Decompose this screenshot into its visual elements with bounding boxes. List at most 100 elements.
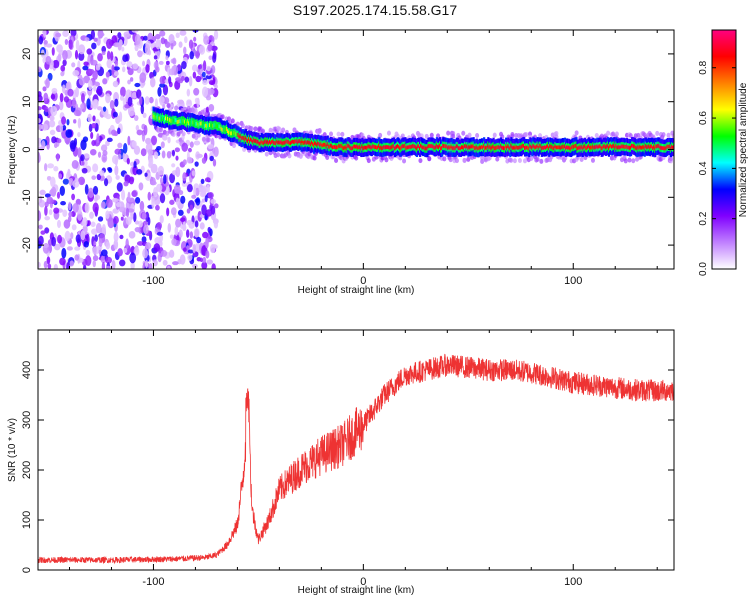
spectrogram-halo xyxy=(451,133,456,139)
spectrogram-halo xyxy=(261,128,266,134)
spectrogram-speckle xyxy=(165,55,169,61)
spectrogram-speckle xyxy=(175,155,179,161)
spectrogram-speckle xyxy=(81,161,85,166)
spectrogram-speckle xyxy=(169,173,176,184)
spectrogram-speckle xyxy=(186,156,193,164)
spectrogram-speckle xyxy=(89,211,94,219)
spectrogram-speckle xyxy=(191,64,198,72)
spectrogram-speckle xyxy=(177,209,184,216)
spectrogram-halo xyxy=(230,118,235,124)
spectrogram-speckle xyxy=(117,127,121,135)
spectrogram-speckle xyxy=(79,103,84,110)
spectrogram-speckle xyxy=(178,229,183,238)
spectrogram-speckle xyxy=(126,157,130,165)
spectrogram-speckle xyxy=(61,116,67,125)
spectrogram-speckle xyxy=(117,32,122,39)
spectrogram-speckle xyxy=(163,97,170,104)
spectrogram-halo xyxy=(277,126,282,132)
spectrogram-speckle xyxy=(48,120,56,128)
spectrogram-speckle xyxy=(128,231,136,239)
spectrogram-speckle xyxy=(148,97,154,104)
spectrogram-speckle xyxy=(160,176,164,185)
spectrogram-speckle xyxy=(163,174,167,185)
spectrogram-speckle xyxy=(178,41,183,48)
spectrogram-speckle xyxy=(121,66,126,73)
spectrogram-speckle xyxy=(169,199,175,205)
spectrogram-speckle xyxy=(145,63,150,73)
spectrogram-speckle xyxy=(38,152,41,163)
spectrogram-speckle xyxy=(134,34,141,46)
spectrogram-speckle xyxy=(93,196,98,202)
spectrogram-speckle xyxy=(183,46,187,55)
spectrogram-speckle xyxy=(106,50,111,61)
spectrogram-speckle xyxy=(67,215,72,223)
spectrogram-speckle xyxy=(111,154,119,165)
spectrogram-speckle xyxy=(187,147,192,153)
spectrogram-speckle xyxy=(83,241,89,248)
spectrogram-speckle xyxy=(119,234,124,240)
spectrogram-speckle xyxy=(186,88,191,97)
spectrogram-speckle xyxy=(201,86,209,98)
spectrogram-speckle xyxy=(154,200,159,206)
spectrogram-halo xyxy=(227,116,232,122)
spectrogram-speckle xyxy=(102,149,108,157)
spectrogram-speckle xyxy=(204,177,211,183)
spectrogram-speckle xyxy=(136,241,144,246)
spectrogram-speckle xyxy=(45,43,53,48)
spectrogram-speckle xyxy=(92,202,99,214)
spectrogram-speckle xyxy=(47,163,55,169)
spectrogram-speckle xyxy=(72,70,80,77)
spectrogram-speckle xyxy=(91,42,97,50)
colorbar: 0.0 0.2 0.4 0.6 0.8 Normalized spectral ampl… xyxy=(698,29,749,276)
spectrogram-halo xyxy=(166,103,171,109)
spectrogram-speckle xyxy=(194,228,199,238)
spectrogram-speckle xyxy=(123,142,128,154)
snr-frame xyxy=(37,329,675,571)
spectrogram-speckle xyxy=(59,185,65,196)
spectrogram-speckle xyxy=(50,186,57,198)
spectrogram-speckle xyxy=(40,230,46,235)
spectrogram-speckle xyxy=(199,222,205,230)
spectrogram-speckle xyxy=(90,101,95,109)
spectrogram-speckle xyxy=(123,31,131,38)
spectrogram-speckle xyxy=(92,163,99,173)
spectrogram-speckle xyxy=(73,119,77,124)
spectrogram-speckle xyxy=(117,142,123,149)
spectrogram-ridge-core xyxy=(671,145,674,150)
colorbar-tick-label: 0.2 xyxy=(698,211,709,225)
spectrogram-speckle xyxy=(195,50,200,59)
spectrogram-halo xyxy=(191,108,196,114)
spectrogram-halo xyxy=(429,132,434,138)
spectrogram-speckle xyxy=(116,182,123,192)
spectrogram-speckle xyxy=(133,212,137,223)
colorbar-label: Normalized spectral amplitude xyxy=(738,82,749,217)
spectrogram-speckle xyxy=(78,44,86,55)
spectrogram-speckle xyxy=(69,140,77,150)
spectrogram-speckle xyxy=(167,223,172,233)
spectrogram-halo xyxy=(204,112,209,118)
spectrogram-speckle xyxy=(81,92,85,103)
spectrogram-speckle xyxy=(206,259,213,265)
spectrogram-speckle xyxy=(51,47,55,56)
spectrogram-speckle xyxy=(101,224,106,235)
spectrogram-speckle xyxy=(189,50,194,60)
spectrogram-speckle xyxy=(99,174,105,182)
spectrogram-speckle xyxy=(162,84,169,96)
spectrogram-speckle xyxy=(38,210,42,222)
spectrogram-speckle xyxy=(81,167,88,174)
spectrogram-speckle xyxy=(92,185,99,195)
spectrogram-halo xyxy=(181,131,186,137)
spectrogram-speckle xyxy=(121,46,125,52)
spectrogram-speckle xyxy=(202,231,209,239)
snr-xtick-label: 0 xyxy=(360,576,366,588)
spectrogram-halo xyxy=(509,157,514,163)
spectrogram-halo xyxy=(354,155,359,161)
spectrogram-speckle xyxy=(44,193,51,198)
spectrogram-speckle xyxy=(92,115,96,122)
spectrogram-speckle xyxy=(67,168,71,177)
spectrogram-speckle xyxy=(68,178,74,186)
spectrogram-speckle xyxy=(38,118,41,124)
spectrogram-speckle xyxy=(85,255,92,267)
spectrogram-speckle xyxy=(101,153,108,163)
spectrogram-speckle xyxy=(157,165,165,176)
